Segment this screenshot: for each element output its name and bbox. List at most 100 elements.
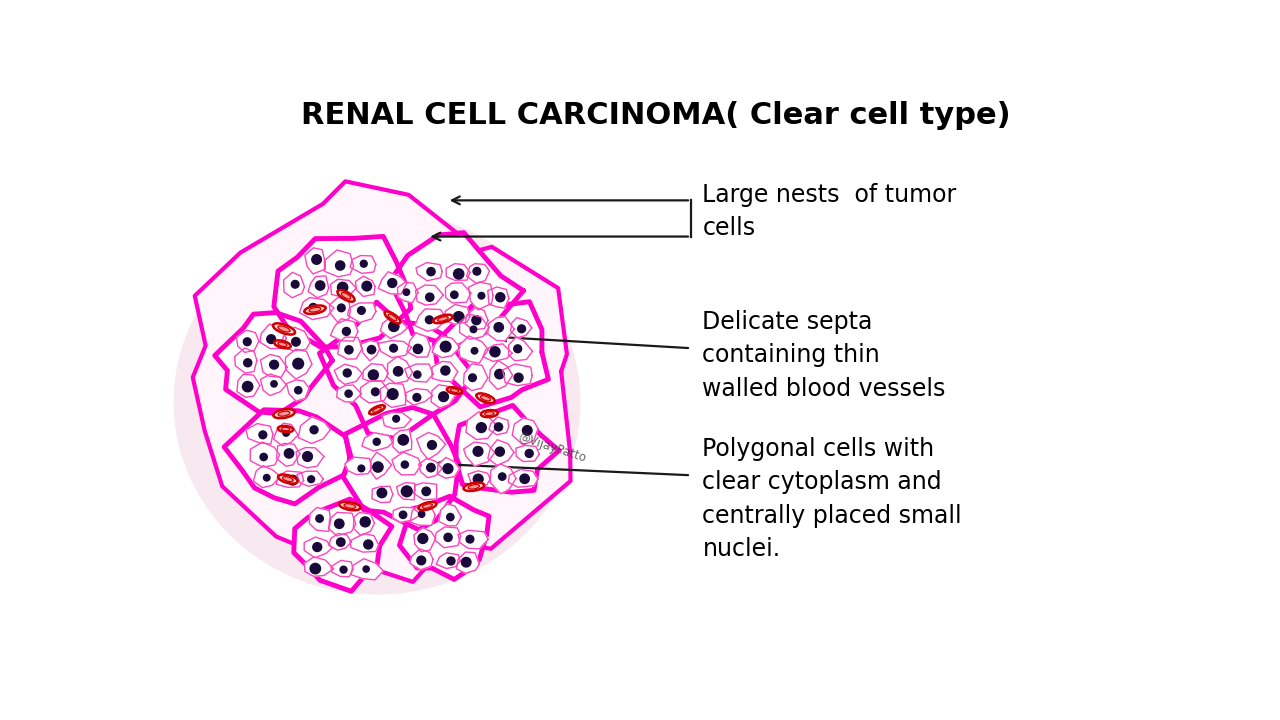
Polygon shape	[511, 318, 532, 338]
Polygon shape	[508, 337, 532, 361]
Circle shape	[338, 282, 348, 292]
Polygon shape	[274, 423, 298, 446]
Polygon shape	[330, 319, 358, 341]
Circle shape	[242, 382, 253, 392]
Polygon shape	[347, 303, 376, 323]
Polygon shape	[215, 312, 333, 414]
Polygon shape	[261, 374, 287, 395]
Polygon shape	[431, 384, 456, 408]
Circle shape	[271, 381, 278, 387]
Circle shape	[447, 557, 454, 565]
Text: @VijayPatto: @VijayPatto	[517, 431, 588, 465]
Polygon shape	[415, 309, 447, 331]
Circle shape	[388, 279, 397, 287]
Polygon shape	[488, 440, 515, 465]
Circle shape	[453, 312, 463, 322]
Polygon shape	[362, 364, 388, 382]
Circle shape	[340, 566, 347, 573]
Polygon shape	[334, 364, 362, 384]
Ellipse shape	[278, 426, 293, 432]
Circle shape	[266, 335, 275, 343]
Circle shape	[259, 431, 266, 438]
Polygon shape	[372, 486, 393, 503]
Polygon shape	[332, 560, 353, 577]
Polygon shape	[447, 264, 470, 280]
Circle shape	[243, 359, 252, 366]
Polygon shape	[383, 413, 411, 428]
Polygon shape	[253, 466, 280, 487]
Circle shape	[344, 346, 353, 354]
Polygon shape	[399, 496, 489, 580]
Polygon shape	[456, 405, 559, 492]
Polygon shape	[457, 552, 479, 573]
Circle shape	[468, 374, 476, 382]
Ellipse shape	[485, 412, 494, 415]
Polygon shape	[458, 530, 488, 549]
Polygon shape	[434, 302, 548, 407]
Ellipse shape	[274, 409, 294, 418]
Polygon shape	[287, 380, 310, 401]
Polygon shape	[411, 505, 435, 526]
Circle shape	[417, 556, 426, 564]
Polygon shape	[389, 233, 524, 346]
Polygon shape	[261, 354, 287, 377]
Ellipse shape	[174, 210, 580, 595]
Polygon shape	[445, 283, 471, 303]
Circle shape	[440, 341, 451, 352]
Circle shape	[428, 268, 435, 276]
Ellipse shape	[438, 317, 448, 321]
Circle shape	[312, 543, 321, 552]
Polygon shape	[489, 417, 508, 435]
Circle shape	[474, 446, 483, 456]
Ellipse shape	[481, 410, 498, 417]
Polygon shape	[351, 559, 384, 580]
Circle shape	[361, 261, 367, 267]
Circle shape	[490, 347, 500, 357]
Polygon shape	[419, 458, 442, 478]
Circle shape	[451, 291, 458, 298]
Polygon shape	[337, 385, 361, 402]
Circle shape	[413, 371, 421, 378]
Circle shape	[337, 538, 346, 546]
Circle shape	[466, 536, 474, 543]
Circle shape	[428, 441, 436, 449]
Polygon shape	[413, 483, 436, 500]
Ellipse shape	[278, 326, 291, 332]
Circle shape	[393, 415, 399, 422]
Polygon shape	[398, 282, 419, 303]
Polygon shape	[276, 444, 300, 467]
Polygon shape	[416, 263, 442, 281]
Circle shape	[360, 517, 370, 527]
Circle shape	[419, 511, 425, 518]
Polygon shape	[406, 389, 433, 405]
Polygon shape	[512, 418, 538, 445]
Circle shape	[343, 369, 351, 377]
Polygon shape	[353, 513, 375, 536]
Circle shape	[243, 338, 251, 346]
Ellipse shape	[468, 485, 480, 489]
Circle shape	[494, 323, 503, 332]
Polygon shape	[298, 417, 330, 444]
Circle shape	[425, 316, 433, 324]
Circle shape	[474, 267, 481, 275]
Circle shape	[315, 281, 325, 290]
Circle shape	[357, 307, 365, 315]
Polygon shape	[393, 507, 421, 522]
Polygon shape	[463, 364, 488, 391]
Circle shape	[494, 423, 503, 431]
Polygon shape	[361, 341, 380, 361]
Ellipse shape	[305, 305, 325, 314]
Polygon shape	[378, 271, 407, 294]
Polygon shape	[329, 513, 356, 536]
Ellipse shape	[308, 307, 321, 312]
Circle shape	[479, 292, 485, 299]
Ellipse shape	[278, 474, 298, 484]
Circle shape	[495, 293, 504, 302]
Polygon shape	[467, 264, 489, 284]
Polygon shape	[193, 181, 571, 582]
Polygon shape	[343, 408, 460, 530]
Polygon shape	[330, 279, 356, 297]
Ellipse shape	[342, 292, 351, 299]
Circle shape	[388, 389, 398, 400]
Polygon shape	[468, 282, 493, 310]
